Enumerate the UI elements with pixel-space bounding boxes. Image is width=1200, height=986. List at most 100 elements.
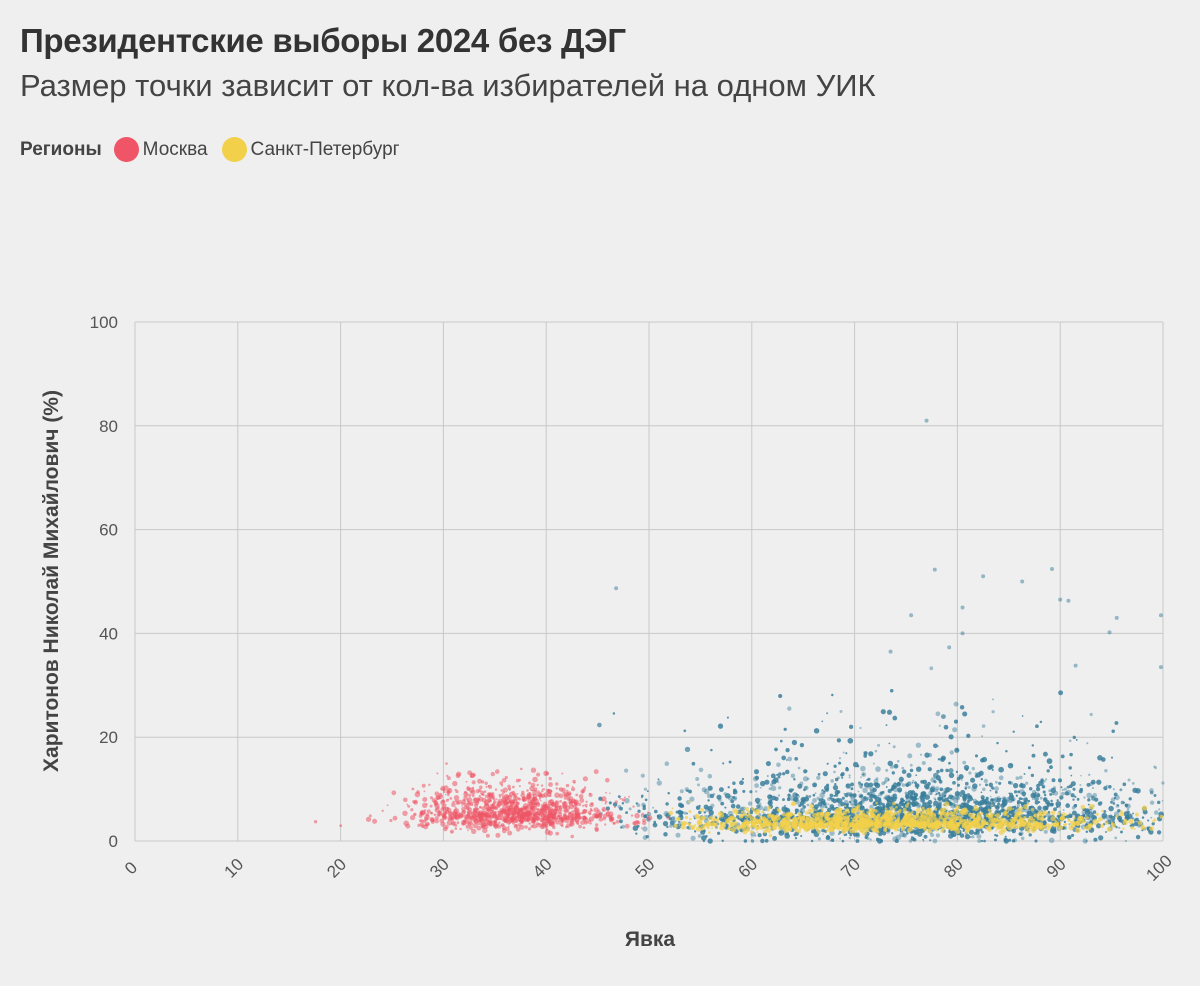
data-point bbox=[1108, 805, 1114, 812]
data-point bbox=[772, 808, 775, 812]
data-point bbox=[844, 793, 849, 798]
data-point bbox=[782, 798, 785, 801]
data-point bbox=[885, 802, 889, 805]
data-point bbox=[892, 745, 896, 749]
data-point bbox=[793, 796, 799, 802]
data-point bbox=[677, 796, 682, 801]
data-point bbox=[867, 785, 871, 789]
data-point bbox=[911, 801, 914, 804]
data-point bbox=[727, 810, 733, 816]
data-point bbox=[981, 799, 986, 804]
data-point bbox=[1036, 793, 1041, 798]
data-point bbox=[1063, 820, 1066, 824]
data-point bbox=[1111, 756, 1113, 759]
data-point bbox=[732, 781, 736, 785]
data-point bbox=[829, 839, 832, 842]
data-point bbox=[849, 801, 853, 806]
data-point bbox=[850, 787, 854, 791]
data-point bbox=[838, 833, 840, 835]
data-point bbox=[866, 836, 870, 840]
data-point bbox=[937, 791, 941, 795]
data-point bbox=[929, 787, 936, 793]
data-point bbox=[716, 794, 722, 800]
data-point bbox=[870, 793, 875, 798]
data-point bbox=[998, 775, 1004, 781]
data-point bbox=[941, 757, 945, 761]
data-point bbox=[972, 783, 978, 789]
data-point bbox=[791, 739, 798, 746]
data-point bbox=[963, 800, 967, 804]
data-point bbox=[950, 802, 956, 809]
data-point bbox=[1023, 773, 1026, 775]
data-point bbox=[933, 780, 937, 784]
data-point bbox=[954, 791, 961, 797]
data-point bbox=[652, 806, 655, 809]
data-point bbox=[799, 808, 805, 814]
data-point bbox=[821, 828, 825, 833]
data-point bbox=[1117, 809, 1121, 813]
data-point bbox=[1132, 812, 1134, 815]
data-point bbox=[877, 743, 881, 747]
data-point bbox=[907, 753, 913, 759]
data-point bbox=[608, 801, 612, 805]
data-point bbox=[696, 806, 700, 809]
data-point bbox=[905, 783, 909, 787]
data-point bbox=[644, 798, 648, 802]
data-point bbox=[969, 836, 972, 838]
data-point bbox=[730, 799, 735, 804]
data-point bbox=[898, 776, 904, 782]
data-point bbox=[1010, 800, 1013, 803]
data-point bbox=[749, 810, 754, 815]
data-point bbox=[974, 800, 980, 806]
data-point bbox=[890, 689, 894, 693]
data-point bbox=[1004, 798, 1008, 802]
data-point bbox=[894, 797, 897, 800]
data-point bbox=[1001, 796, 1007, 801]
data-point bbox=[881, 792, 884, 795]
data-point bbox=[885, 768, 889, 772]
data-point bbox=[755, 790, 758, 793]
data-point bbox=[1025, 781, 1029, 785]
data-point bbox=[992, 698, 994, 701]
data-point bbox=[705, 835, 708, 838]
data-point bbox=[737, 817, 740, 820]
data-point bbox=[922, 838, 924, 841]
data-point bbox=[910, 795, 914, 798]
legend-item-moscow[interactable]: Москва bbox=[113, 137, 208, 162]
data-point bbox=[955, 770, 959, 774]
data-point bbox=[712, 792, 716, 796]
data-point bbox=[662, 821, 669, 827]
data-point bbox=[948, 761, 951, 765]
data-point bbox=[621, 802, 625, 805]
data-point bbox=[1046, 769, 1050, 773]
data-point bbox=[724, 813, 729, 818]
data-point bbox=[642, 826, 648, 832]
legend-item-spb[interactable]: Санкт-Петербург bbox=[221, 137, 400, 162]
data-point bbox=[1058, 778, 1062, 783]
data-point bbox=[975, 830, 980, 835]
data-point bbox=[727, 795, 734, 801]
data-point bbox=[909, 763, 913, 767]
data-point bbox=[1045, 812, 1051, 818]
data-point bbox=[1038, 801, 1041, 804]
data-points bbox=[313, 418, 1165, 844]
data-point bbox=[817, 773, 821, 776]
data-point bbox=[1030, 773, 1034, 778]
data-point bbox=[1045, 778, 1048, 781]
data-point bbox=[1084, 809, 1091, 815]
data-point bbox=[825, 835, 831, 840]
data-point bbox=[1069, 752, 1073, 757]
data-point bbox=[698, 804, 701, 807]
data-point bbox=[989, 789, 992, 792]
data-point bbox=[730, 803, 736, 809]
data-point bbox=[780, 739, 783, 743]
data-point bbox=[1004, 802, 1007, 804]
data-point bbox=[778, 694, 783, 698]
data-point bbox=[849, 833, 853, 837]
data-point bbox=[975, 828, 979, 833]
data-point bbox=[983, 839, 986, 843]
data-point bbox=[770, 785, 777, 792]
data-point bbox=[1147, 819, 1150, 822]
data-point bbox=[1133, 821, 1139, 827]
data-point bbox=[1077, 799, 1079, 802]
